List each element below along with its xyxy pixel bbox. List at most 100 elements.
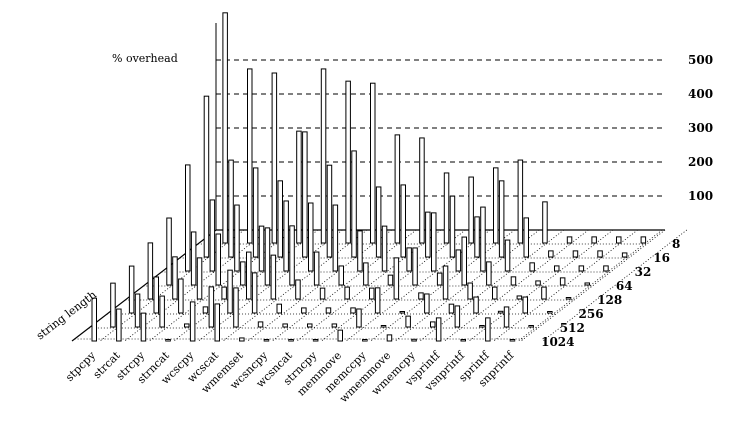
bar-stpcpy-512 <box>110 282 116 328</box>
bar-stpcpy-128 <box>147 242 154 300</box>
string-length-label: 1024 <box>541 335 574 349</box>
bar-memccpy-128 <box>418 292 424 300</box>
bar-wmemmove-8 <box>517 159 524 244</box>
bar-vsnprintf-1024 <box>460 339 466 342</box>
bar-strncpy-512 <box>331 323 338 328</box>
bar-strncpy-256 <box>350 307 356 314</box>
bar-memmove-32 <box>431 212 437 272</box>
bar-wcsncpy-64 <box>338 265 344 286</box>
z-tick-label: 400 <box>688 87 713 101</box>
bar-stpcpy-32 <box>185 164 191 272</box>
bar-wmemcpy-16 <box>523 217 529 258</box>
bar-memccpy-8 <box>493 167 499 244</box>
bar-wcsncat-512 <box>307 323 313 328</box>
category-label: stpcpy <box>63 348 99 384</box>
bar-stpcpy-1024 <box>91 297 97 342</box>
bar-wcscat-32 <box>308 202 314 272</box>
string-length-label: 256 <box>579 307 604 321</box>
bar-wcscpy-256 <box>227 269 233 314</box>
bar-vsnprintf-256 <box>497 310 504 314</box>
bar-memccpy-64 <box>436 272 443 286</box>
column-gridline <box>444 229 589 342</box>
bar-wcscpy-16 <box>302 131 308 258</box>
bar-sprintf-256 <box>522 296 528 314</box>
bar-sprintf-64 <box>559 277 566 286</box>
bar-strncpy-8 <box>443 172 450 244</box>
bar-strncpy-16 <box>425 211 431 258</box>
bar-wcsncpy-8 <box>394 134 401 244</box>
bar-wcsncpy-256 <box>301 307 307 314</box>
bar-vsnprintf-32 <box>554 265 560 272</box>
right-edge <box>520 229 666 342</box>
bar-vsnprintf-128 <box>516 295 523 300</box>
string-length-label: 8 <box>672 237 680 251</box>
column-gridline <box>517 229 663 342</box>
bar-snprintf-256 <box>547 311 553 314</box>
bar-snprintf-128 <box>565 297 572 300</box>
column-gridline <box>468 229 614 342</box>
bar-wcsncat-8 <box>419 137 425 244</box>
column-gridline <box>222 229 368 342</box>
bar-sprintf-1024 <box>485 317 491 342</box>
bars <box>91 12 647 342</box>
bar-wcscat-8 <box>345 80 351 244</box>
bar-wcscat-256 <box>251 272 258 314</box>
bar-memmove-64 <box>412 247 418 286</box>
bar-strcpy-8 <box>271 72 278 244</box>
bar-strcat-64 <box>190 231 197 286</box>
z-gridlines <box>216 59 665 197</box>
bar-strcat-1024 <box>116 308 122 342</box>
bar-strncpy-1024 <box>312 339 319 342</box>
string-length-label: 16 <box>653 251 670 265</box>
bar-wcscat-128 <box>270 254 277 300</box>
bar-snprintf-512 <box>528 325 534 328</box>
column-gridline <box>321 229 466 342</box>
column-gridline <box>370 229 515 342</box>
bar-wcscpy-1024 <box>189 301 196 342</box>
bar-strncat-128 <box>221 286 227 300</box>
bar-wmemset-1024 <box>239 337 245 342</box>
bar-vsprintf-1024 <box>435 317 442 342</box>
bar-wcsncat-16 <box>400 184 406 258</box>
bar-wmemset-16 <box>351 150 357 258</box>
bar-wmemmove-1024 <box>386 334 393 342</box>
bar-snprintf-8 <box>640 236 647 244</box>
bar-vsnprintf-512 <box>479 325 485 328</box>
column-gridline <box>198 229 343 342</box>
bar-wmemcpy-128 <box>467 282 473 300</box>
string-length-label: 128 <box>597 293 622 307</box>
bar-strcpy-64 <box>215 233 221 286</box>
bar-vsprintf-128 <box>492 286 498 300</box>
string-length-label: 32 <box>635 265 652 279</box>
z-tick-label: 300 <box>688 121 713 135</box>
bar-snprintf-64 <box>584 282 590 286</box>
bar-wmemmove-128 <box>442 265 449 300</box>
bar-vsprintf-8 <box>566 236 573 244</box>
bar-memccpy-32 <box>455 249 462 272</box>
bar-wcscat-16 <box>326 164 333 258</box>
bar-wcscpy-32 <box>283 200 289 272</box>
bar-wmemcpy-1024 <box>411 338 417 342</box>
bar-vsprintf-64 <box>510 276 517 286</box>
bar-snprintf-32 <box>603 265 609 272</box>
bar-memccpy-256 <box>399 311 405 314</box>
bar-wmemcpy-32 <box>504 239 511 272</box>
bar-memccpy-512 <box>380 325 387 328</box>
bar-vsnprintf-8 <box>591 236 597 244</box>
bar-wcsncpy-1024 <box>263 339 270 342</box>
bar-vsprintf-32 <box>529 262 535 272</box>
bar-strncat-8 <box>296 130 302 244</box>
bar-strncpy-32 <box>406 247 412 272</box>
bar-wmemset-256 <box>276 303 282 314</box>
bar-memmove-16 <box>449 195 456 258</box>
bar-strcpy-1024 <box>140 312 147 342</box>
bar-wmemcpy-512 <box>430 321 436 328</box>
bar-strncat-256 <box>202 306 209 314</box>
bar-sprintf-512 <box>503 306 510 328</box>
bar-stpcpy-8 <box>222 12 228 244</box>
bar-wcsncat-64 <box>363 262 369 286</box>
bar-wmemcpy-256 <box>448 303 455 314</box>
z-tick-label: 500 <box>688 53 713 67</box>
column-gridline <box>247 229 392 342</box>
bar-memccpy-1024 <box>362 339 368 342</box>
